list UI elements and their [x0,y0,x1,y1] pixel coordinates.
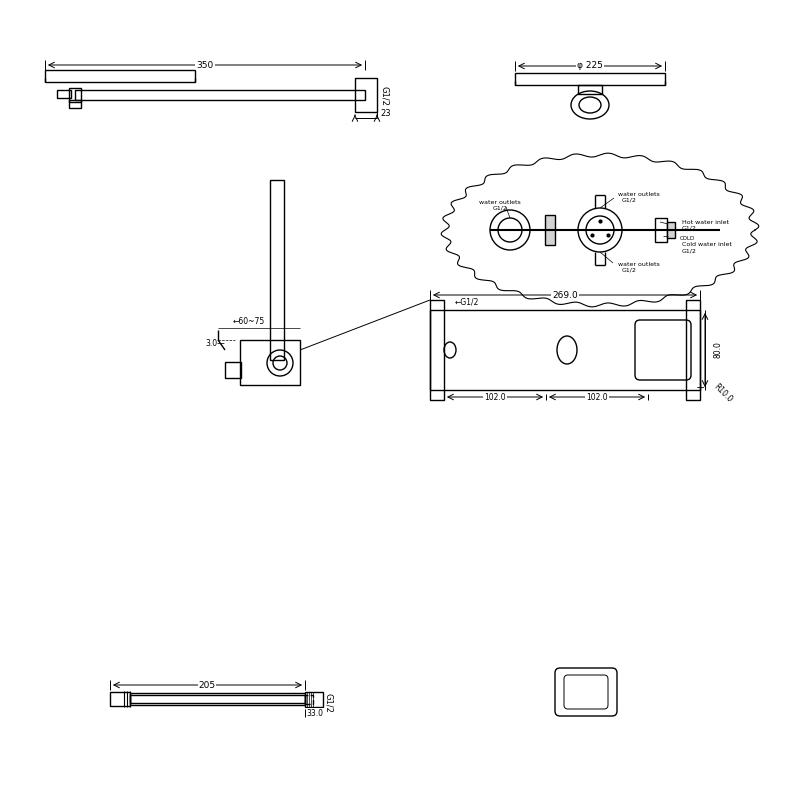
Bar [69,100,81,108]
Text: 102.0: 102.0 [586,393,608,402]
Text: Cold water inlet: Cold water inlet [682,242,732,247]
Text: G1/2: G1/2 [493,206,507,210]
Text: COLD: COLD [680,235,695,241]
Bar [69,88,81,102]
Bar [655,218,667,242]
Bar [110,692,130,706]
Text: G1/2: G1/2 [622,267,637,273]
Bar [270,180,284,360]
Text: 205: 205 [198,681,215,690]
Bar [45,70,195,82]
Text: Hot water inlet: Hot water inlet [682,219,729,225]
Text: ←60~75: ←60~75 [233,318,265,326]
Text: 350: 350 [196,61,214,70]
Bar [305,692,323,707]
Text: φ 225: φ 225 [577,62,603,70]
Text: 3.0—: 3.0— [206,339,225,349]
Bar [545,215,555,245]
Text: 102.0: 102.0 [484,393,506,402]
Bar [225,362,241,378]
Bar [57,90,71,98]
Text: ←G1/2: ←G1/2 [455,298,479,306]
Text: G1/2: G1/2 [682,249,697,254]
Text: water outlets: water outlets [618,191,660,197]
Bar [515,73,665,85]
Bar [667,222,675,238]
Text: R10.0: R10.0 [712,382,734,404]
Bar [355,78,377,112]
Text: G1/2: G1/2 [622,198,637,202]
Text: 269.0: 269.0 [552,290,578,299]
Text: water outlets: water outlets [479,199,521,205]
Text: G1/2: G1/2 [323,693,333,713]
Text: 23: 23 [380,110,390,118]
Text: G1/2: G1/2 [379,86,389,106]
Bar [75,90,365,100]
Bar [430,300,444,400]
Bar [130,693,305,705]
Bar [130,695,305,703]
Text: G1/2: G1/2 [682,226,697,230]
Text: 33.0: 33.0 [306,709,323,718]
Bar [240,340,300,385]
Text: water outlets: water outlets [618,262,660,266]
Text: 80.0: 80.0 [714,342,722,358]
Bar [578,85,602,94]
Bar [686,300,700,400]
Bar [430,310,700,390]
Bar [305,695,313,704]
Text: +: + [695,383,705,393]
